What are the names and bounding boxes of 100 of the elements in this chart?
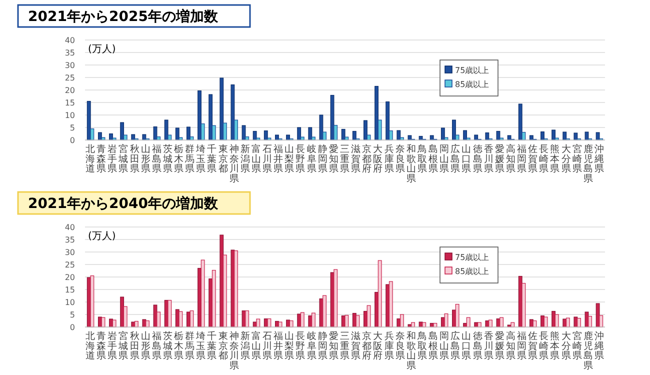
x-tick-label: 山梨県 [284,330,295,362]
x-tick-label: 千葉県 [207,143,218,175]
y-tick-label: 20 [64,273,75,282]
x-tick-label: 福岡県 [517,330,528,362]
x-tick-label: 東京都 [218,143,228,175]
x-tick-label: 宮崎県 [572,143,582,175]
x-tick-label: 新潟県 [240,143,250,175]
x-tick-label: 京都府 [362,330,372,362]
x-tick-label: 鳥取県 [416,330,428,362]
x-tick-label: 静岡県 [318,143,328,175]
y-tick-label: 35 [64,236,75,244]
x-tick-label: 香川県 [484,330,494,362]
x-tick-label: 徳島県 [472,144,483,175]
y-tick-label: 25 [64,260,75,270]
x-tick-label: 青森県 [96,330,107,362]
x-tick-label: 滋賀県 [351,330,362,362]
x-tick-label: 兵庫県 [384,143,394,175]
chart-title: 2021年から2040年の増加数 [28,195,219,212]
x-tick-label: 神奈川県 [229,330,240,372]
x-tick-label: 岐阜県 [306,330,317,362]
y-tick-label: 10 [64,298,75,307]
x-tick-label: 福井県 [274,143,284,175]
x-tick-label: 山梨県 [284,143,295,175]
y-tick-label: 40 [64,223,75,232]
y-tick-label: 20 [64,86,75,95]
x-tick-label: 和歌山県 [406,330,416,372]
x-tick-label: 愛媛県 [494,143,505,175]
x-tick-label: 鹿児島県 [583,330,594,372]
x-tick-label: 沖縄県 [593,143,604,175]
y-tick-label: 10 [64,111,75,120]
x-tick-label: 秋田県 [130,143,140,175]
x-tick-label: 島根県 [428,143,439,175]
y-tick-label: 0 [70,323,75,332]
y-tick-label: 40 [64,36,75,45]
x-tick-label: 三重県 [340,331,350,362]
x-tick-label: 熊本県 [550,143,560,175]
x-tick-label: 石川県 [262,144,273,175]
y-tick-label: 30 [64,61,75,70]
legend-label: 85歳以上 [455,267,490,276]
y-tick-label: 15 [64,98,75,108]
x-tick-label: 長崎県 [539,144,550,175]
x-tick-label: 栃木県 [174,330,184,362]
y-axis-title: (万人) [88,44,116,55]
x-tick-label: 兵庫県 [384,330,394,362]
y-tick-label: 25 [64,74,75,82]
x-tick-label: 奈良県 [395,144,406,175]
x-tick-label: 青森県 [96,143,107,175]
x-tick-label: 群馬県 [184,330,196,362]
x-tick-label: 北海道 [86,143,96,175]
x-tick-label: 愛知県 [328,143,339,175]
x-tick-label: 鳥取県 [416,143,428,175]
x-tick-label: 岩手県 [108,330,118,362]
x-tick-label: 広島県 [450,143,461,175]
x-tick-label: 大阪府 [373,330,384,362]
x-tick-label: 宮城県 [118,330,129,362]
x-tick-label: 岡山県 [440,331,450,362]
x-tick-label: 香川県 [484,143,494,175]
x-tick-label: 宮崎県 [572,330,582,362]
x-tick-label: 山口県 [462,143,472,175]
y-tick-label: 15 [64,286,75,294]
x-tick-label: 佐賀県 [528,144,538,175]
x-tick-label: 富山県 [251,330,262,362]
x-tick-label: 愛知県 [328,330,339,362]
x-tick-label: 佐賀県 [528,331,538,362]
x-tick-label: 大分県 [561,143,572,175]
x-tick-label: 和歌山県 [406,143,416,184]
x-tick-label: 茨城県 [162,143,173,175]
x-tick-label: 山形県 [140,330,151,362]
chart-title: 2021年から2025年の増加数 [28,8,219,25]
x-tick-label: 山形県 [140,143,151,175]
x-tick-label: 宮城県 [118,143,129,175]
x-tick-label: 茨城県 [162,330,173,362]
x-tick-label: 石川県 [262,331,273,362]
x-tick-label: 埼玉県 [195,143,206,175]
x-tick-label: 滋賀県 [351,143,362,175]
x-tick-label: 岐阜県 [306,143,317,175]
x-tick-label: 福岡県 [517,143,528,175]
y-tick-label: 30 [64,248,75,257]
x-tick-label: 千葉県 [207,330,218,362]
x-tick-label: 福島県 [152,330,162,362]
x-tick-label: 栃木県 [174,143,184,175]
x-tick-label: 長崎県 [539,331,550,362]
y-tick-label: 35 [64,48,75,58]
y-tick-label: 5 [70,124,75,132]
x-tick-label: 奈良県 [395,331,406,362]
y-tick-label: 0 [70,136,75,145]
x-tick-label: 神奈川県 [229,143,240,184]
y-tick-label: 5 [70,310,75,320]
x-tick-label: 島根県 [428,330,439,362]
x-tick-label: 秋田県 [130,330,140,362]
x-tick-label: 富山県 [251,143,262,175]
x-tick-label: 愛媛県 [494,330,505,362]
legend-label: 75歳以上 [455,253,490,262]
x-tick-label: 群馬県 [184,143,196,175]
x-tick-label: 北海道 [86,330,96,362]
x-tick-label: 徳島県 [472,331,483,362]
x-tick-label: 大阪府 [373,143,384,175]
x-tick-label: 高知県 [506,330,516,362]
x-tick-label: 山口県 [462,330,472,362]
x-tick-label: 福島県 [152,143,162,175]
